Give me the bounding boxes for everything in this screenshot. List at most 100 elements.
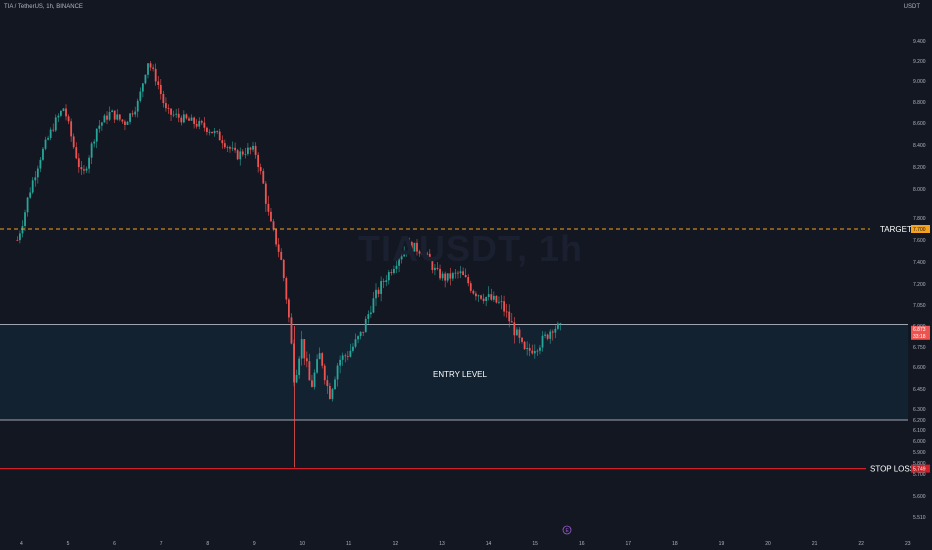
candle-body	[336, 365, 339, 380]
x-tick-label: 19	[719, 541, 725, 547]
candle-body	[482, 298, 485, 302]
x-tick-label: 20	[765, 541, 771, 547]
candle-body	[221, 140, 224, 144]
candle-body	[321, 353, 324, 366]
candle-body	[65, 108, 67, 117]
candle-body	[90, 143, 93, 158]
candle-body	[551, 331, 554, 333]
candle-body	[464, 275, 467, 278]
candle-body	[523, 341, 526, 350]
y-tick-label: 9.400	[913, 39, 926, 45]
candle-body	[487, 294, 490, 298]
candle-body	[24, 212, 26, 227]
candle-body	[72, 136, 75, 148]
candle-body	[100, 122, 103, 126]
candle-body	[518, 329, 521, 338]
stop-price-value: 5.749	[913, 467, 926, 473]
y-tick-label: 7.050	[913, 303, 926, 309]
candle-countdown: 33:18	[913, 334, 926, 340]
candle-body	[19, 233, 21, 241]
candle-body	[298, 358, 301, 376]
candle-body	[393, 268, 395, 274]
candle-body	[139, 91, 142, 101]
candle-body	[303, 339, 306, 359]
x-tick-label: 9	[253, 541, 256, 547]
candle-body	[485, 297, 488, 302]
candle-body	[311, 380, 313, 387]
stop-loss-label: STOP LOSS	[870, 465, 915, 474]
candle-body	[165, 103, 167, 109]
y-tick-label: 6.100	[913, 428, 926, 434]
candle-body	[152, 67, 155, 69]
candle-body	[270, 211, 272, 222]
candle-body	[162, 93, 165, 104]
candle-body	[136, 100, 139, 112]
x-tick-label: 12	[393, 541, 399, 547]
candle-body	[208, 131, 211, 133]
candle-body	[218, 131, 221, 141]
candle-body	[203, 122, 206, 128]
candle-body	[195, 124, 198, 127]
y-tick-label: 6.200	[913, 418, 926, 424]
candle-body	[413, 242, 416, 252]
candle-body	[131, 113, 134, 115]
candle-body	[326, 380, 329, 387]
candle-body	[231, 147, 234, 149]
candle-body	[300, 339, 303, 359]
event-marker-icon[interactable]	[562, 525, 572, 535]
candle-body	[62, 108, 65, 111]
candle-body	[477, 295, 480, 297]
candle-body	[252, 145, 254, 150]
candle-body	[467, 277, 470, 284]
x-tick-label: 22	[858, 541, 864, 547]
candle-body	[316, 359, 318, 373]
candle-body	[83, 169, 85, 171]
candle-body	[556, 323, 559, 329]
candle-body	[47, 137, 49, 140]
candle-body	[375, 289, 377, 299]
candle-body	[211, 131, 213, 134]
y-tick-label: 6.450	[913, 387, 926, 393]
x-tick-label: 16	[579, 541, 585, 547]
candle-body	[264, 183, 267, 204]
candle-body	[241, 151, 244, 155]
candle-body	[410, 242, 413, 252]
candle-body	[334, 379, 336, 390]
candle-body	[331, 389, 334, 399]
x-tick-label: 15	[532, 541, 538, 547]
entry-level-label: ENTRY LEVEL	[433, 370, 488, 379]
candle-body	[167, 108, 170, 110]
candle-body	[29, 192, 32, 198]
candle-body	[282, 259, 285, 279]
candle-body	[526, 348, 529, 350]
candle-body	[170, 108, 172, 115]
candle-body	[469, 283, 472, 291]
candle-body	[423, 253, 426, 255]
x-tick-label: 5	[67, 541, 70, 547]
x-tick-label: 23	[905, 541, 911, 547]
candle-body	[267, 203, 270, 212]
candle-body	[357, 336, 359, 340]
candle-body	[400, 256, 403, 260]
candle-body	[285, 278, 288, 300]
candle-body	[505, 311, 508, 313]
candle-body	[382, 281, 385, 282]
candle-body	[416, 242, 418, 252]
target-price-value: 7.700	[913, 227, 926, 233]
candle-body	[206, 127, 208, 133]
symbol-watermark: TIAUSDT, 1h	[358, 228, 584, 269]
candle-body	[359, 331, 362, 337]
candle-body	[254, 145, 257, 155]
candle-body	[259, 167, 262, 172]
candle-body	[387, 272, 390, 281]
candle-body	[34, 177, 37, 181]
candle-body	[26, 197, 29, 213]
y-tick-label: 9.200	[913, 59, 926, 65]
candle-body	[549, 331, 552, 339]
y-tick-label: 7.200	[913, 282, 926, 288]
candle-body	[180, 117, 183, 123]
candle-body	[451, 273, 454, 279]
y-tick-label: 8.600	[913, 121, 926, 127]
candle-body	[449, 273, 452, 279]
